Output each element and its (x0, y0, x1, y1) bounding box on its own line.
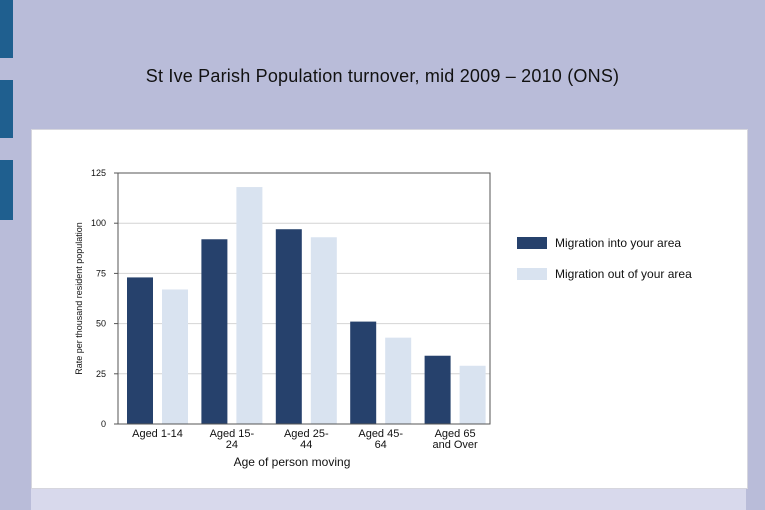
x-tick-label: 64 (375, 439, 387, 451)
x-tick-label: Aged 45- (358, 428, 403, 440)
y-tick-label: 25 (96, 369, 106, 379)
plot-frame (117, 172, 491, 425)
y-tick-label: 0 (101, 419, 106, 429)
bar-in-3 (350, 321, 377, 424)
x-axis-label: Age of person moving (234, 455, 351, 469)
y-tick-label: 50 (96, 319, 106, 329)
y-tick-label: 100 (91, 218, 106, 228)
legend-swatch-0 (517, 237, 547, 249)
accent-bar-1 (0, 0, 13, 58)
bar-in-4 (424, 355, 451, 424)
bar-out-0 (162, 289, 188, 424)
chart-panel: 0 25 50 75 100 125 Aged 1-14 Aged 15- 24 Aged 25… (31, 129, 748, 489)
slide-title: St Ive Parish Population turnover, mid 2… (145, 66, 620, 86)
x-tick-label: Aged 1-14 (132, 428, 183, 440)
x-tick-label: 24 (226, 439, 238, 451)
bar-out-2 (310, 237, 337, 424)
y-tick-label: 75 (96, 268, 106, 278)
bar-in-0 (127, 277, 153, 424)
legend-label-1: Migration out of your area (555, 267, 692, 281)
bar-in-2 (275, 229, 302, 424)
accent-bar-3 (0, 160, 13, 220)
bar-out-3 (385, 337, 412, 424)
y-axis-label: Rate per thousand resident population (74, 222, 84, 375)
footer-band (31, 489, 746, 510)
bar-out-4 (459, 365, 486, 424)
bar-chart: 0 25 50 75 100 125 Aged 1-14 Aged 15-24 Aged 25… (74, 168, 692, 469)
y-tick-label: 125 (91, 168, 106, 178)
legend-swatch-1 (517, 268, 547, 280)
x-tick-label: and Over (432, 439, 478, 451)
accent-bar-2 (0, 80, 13, 138)
legend-label-0: Migration into your area (555, 236, 681, 250)
x-tick-label: Aged 15- (210, 428, 255, 440)
x-tick-label: 44 (300, 439, 312, 451)
bar-in-1 (201, 239, 228, 424)
x-tick-label: Aged 65 (435, 428, 476, 440)
bar-out-1 (236, 187, 263, 424)
x-tick-label: Aged 25- (284, 428, 329, 440)
